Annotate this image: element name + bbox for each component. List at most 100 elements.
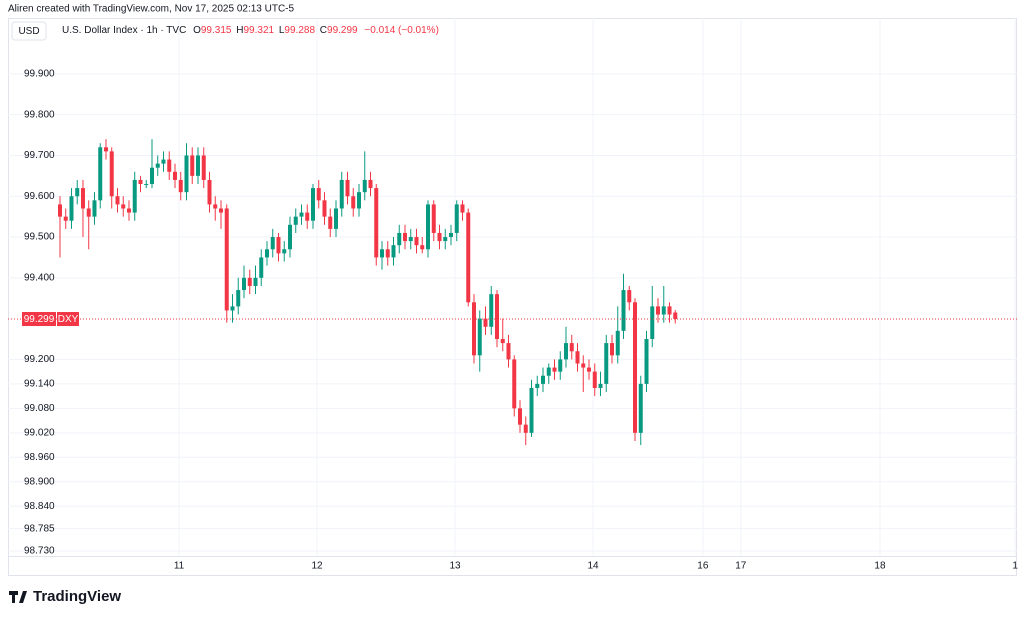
candle-body: [541, 375, 546, 384]
ohlc-header: U.S. Dollar Index · 1h · TVC O99.315 H99…: [62, 25, 439, 36]
candle-body: [518, 408, 523, 425]
y-tick-label: 99.600: [24, 191, 55, 202]
brand: TradingView: [33, 588, 121, 605]
candles: [57, 139, 678, 446]
candle-body: [368, 179, 373, 189]
candle-body: [316, 188, 321, 201]
candle-body: [656, 306, 661, 315]
candle-body: [621, 290, 626, 331]
candle-body: [650, 306, 655, 340]
candle-body: [592, 371, 597, 388]
y-tick-label: 99.500: [24, 232, 55, 243]
candle-body: [190, 155, 195, 176]
candle-body: [477, 318, 482, 356]
candle-body: [569, 343, 574, 352]
candle-body: [270, 237, 275, 250]
candle-body: [454, 204, 459, 233]
x-tick-label: 17: [735, 561, 747, 572]
candle-body: [109, 151, 114, 197]
y-tick-label: 99.140: [24, 379, 55, 390]
candle-body: [293, 216, 298, 225]
candle-body: [615, 330, 620, 356]
candle-body: [98, 147, 103, 201]
candle-body: [195, 155, 200, 176]
change: −0.014 (−0.01%): [364, 25, 439, 36]
candle-body: [259, 257, 264, 278]
candle-body: [581, 363, 586, 368]
candle-body: [500, 339, 505, 344]
candle-body: [408, 237, 413, 242]
candle-body: [546, 367, 551, 376]
candle-body: [472, 302, 477, 356]
candle-body: [121, 204, 126, 209]
candle-body: [167, 159, 172, 172]
candle-body: [587, 367, 592, 372]
candle-body: [172, 171, 177, 180]
candle-body: [351, 196, 356, 209]
candle-body: [322, 200, 327, 217]
candle-body: [564, 343, 569, 360]
candle-body: [633, 302, 638, 433]
candle-body: [132, 179, 137, 213]
candle-body: [558, 359, 563, 372]
symbol-box: [57, 312, 79, 327]
candle-body: [552, 367, 557, 372]
candle-body: [483, 318, 488, 327]
candle-body: [661, 306, 666, 315]
x-tick-label: 13: [449, 561, 461, 572]
candle-body: [673, 312, 678, 320]
x-tick-label: 12: [311, 561, 323, 572]
ohlc-value: 99.288: [284, 25, 315, 36]
candle-body: [402, 232, 407, 242]
candle-body: [155, 163, 160, 168]
last-price-box: [22, 312, 56, 327]
currency-box[interactable]: [11, 21, 47, 41]
candle-body: [431, 204, 436, 233]
y-tick-label: 98.785: [24, 523, 55, 534]
candle-body: [385, 249, 390, 258]
candle-body: [333, 208, 338, 229]
candle-body: [391, 245, 396, 258]
y-tick-label: 99.020: [24, 427, 55, 438]
x-tick-label: 14: [587, 561, 599, 572]
candle-body: [414, 237, 419, 246]
candle-body: [575, 351, 580, 364]
candle-body: [345, 179, 350, 197]
candle-body: [437, 232, 442, 242]
candle-body: [213, 204, 218, 209]
candle-body: [75, 188, 80, 197]
candle-body: [103, 147, 108, 152]
candle-body: [69, 196, 74, 221]
candle-body: [236, 290, 241, 307]
candle-body: [86, 208, 91, 217]
candle-body: [379, 249, 384, 258]
ohlc-label: H: [236, 25, 243, 36]
grid: [8, 18, 1017, 556]
title: U.S. Dollar Index · 1h · TVC: [62, 25, 186, 36]
x-tick-label: 18: [874, 561, 886, 572]
y-tick-label: 99.200: [24, 354, 55, 365]
candle-body: [241, 277, 246, 291]
symbol-label: DXY: [58, 314, 79, 325]
y-tick-label: 98.730: [24, 546, 55, 557]
y-tick-label: 99.900: [24, 69, 55, 80]
candle-body: [512, 359, 517, 409]
candle-body: [523, 424, 528, 433]
candle-body: [178, 179, 183, 193]
candle-body: [310, 188, 315, 221]
candle-body: [489, 294, 494, 327]
chart-frame: [8, 18, 1017, 576]
candle-body: [224, 208, 229, 311]
candle-body: [287, 224, 292, 250]
candle-body: [535, 383, 540, 388]
candle-body: [356, 192, 361, 209]
candle-body: [184, 155, 189, 193]
last-price-label: 99.299: [24, 314, 55, 325]
brand-logo: TradingView: [9, 588, 121, 605]
candle-body: [92, 200, 97, 217]
currency: USD: [18, 26, 39, 37]
y-tick-label: 99.700: [24, 150, 55, 161]
candle-body: [604, 343, 609, 384]
candle-body: [207, 179, 212, 205]
